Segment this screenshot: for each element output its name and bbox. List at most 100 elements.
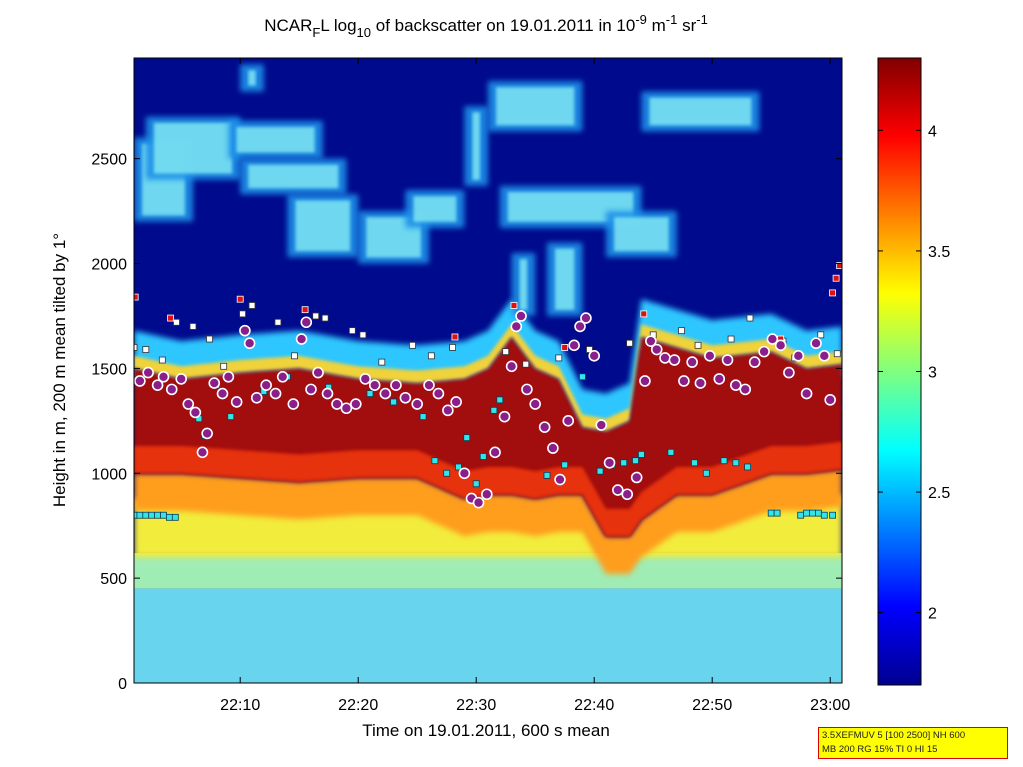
marker-circle <box>704 350 716 362</box>
upper-cloud-patch-core <box>295 200 351 252</box>
marker-circle <box>340 402 353 415</box>
marker-circle <box>189 406 202 419</box>
info-box: 3.5XEFMUV 5 [100 2500] NH 600 MB 200 RG … <box>818 727 1008 759</box>
marker-circle <box>792 350 805 362</box>
marker-white-square <box>348 327 356 335</box>
marker-circle <box>239 324 251 337</box>
x-tick-label: 22:40 <box>574 697 614 714</box>
marker-cyan-square <box>815 509 822 517</box>
marker-circle <box>321 387 334 400</box>
upper-cloud-patch-core <box>496 87 575 126</box>
marker-circle <box>201 427 213 440</box>
marker-red-square <box>451 333 459 341</box>
marker-cyan-square <box>809 509 816 517</box>
marker-cyan-square <box>490 406 498 414</box>
marker-circle <box>276 370 289 383</box>
upper-cloud-patch-core <box>519 259 528 310</box>
marker-white-square <box>502 348 510 356</box>
marker-circle <box>515 310 527 322</box>
marker-cyan-square <box>638 450 645 458</box>
marker-white-square <box>291 352 298 360</box>
marker-white-square <box>449 344 457 351</box>
marker-circle <box>295 333 308 345</box>
marker-circle <box>766 333 779 345</box>
y-tick-label: 2000 <box>91 257 127 274</box>
info-box-line1: 3.5XEFMUV 5 [100 2500] NH 600 <box>822 730 966 741</box>
marker-circle <box>547 442 559 454</box>
marker-circle <box>287 398 300 410</box>
marker-cyan-square <box>479 453 487 460</box>
marker-cyan-square <box>496 396 504 404</box>
marker-circle <box>379 387 392 400</box>
marker-circle <box>489 446 501 459</box>
marker-white-square <box>555 354 563 362</box>
marker-circle <box>208 377 221 389</box>
marker-circle <box>611 484 624 496</box>
marker-white-square <box>173 318 180 326</box>
marker-cyan-square <box>691 459 698 467</box>
marker-cyan-square <box>463 434 471 442</box>
marker-circle <box>196 446 209 459</box>
marker-cyan-square <box>596 467 604 475</box>
marker-cyan-square <box>803 509 810 517</box>
upper-cloud-patch-core <box>555 248 575 310</box>
upper-cloud-patch-core <box>472 112 480 180</box>
marker-circle <box>411 398 424 410</box>
marker-circle <box>312 366 324 379</box>
marker-cyan-square <box>620 459 628 467</box>
marker-circle <box>758 345 770 358</box>
marker-cyan-square <box>543 471 551 479</box>
marker-white-square <box>220 362 228 370</box>
x-tick-label: 22:20 <box>338 697 378 714</box>
marker-red-square <box>829 289 836 297</box>
marker-circle <box>521 383 533 396</box>
marker-cyan-square <box>148 511 156 519</box>
marker-white-square <box>321 314 329 322</box>
marker-circle <box>818 350 831 362</box>
marker-red-square <box>301 306 309 314</box>
marker-red-square <box>832 274 840 282</box>
marker-circle <box>686 356 698 368</box>
marker-circle <box>142 366 154 379</box>
marker-circle <box>260 379 272 391</box>
marker-circle <box>505 360 518 373</box>
aerosol-band-low <box>134 588 842 683</box>
marker-circle <box>721 354 734 366</box>
upper-cloud-patch-core <box>614 217 669 252</box>
marker-white-square <box>206 335 213 343</box>
marker-circle <box>222 370 235 383</box>
marker-cyan-square <box>667 448 675 456</box>
marker-white-square <box>727 335 735 343</box>
plot-frame <box>133 57 843 684</box>
x-axis-label: Time on 19.01.2011, 600 s mean <box>362 721 610 740</box>
marker-circle <box>603 456 616 469</box>
marker-red-square <box>561 344 569 351</box>
marker-white-square <box>359 331 367 339</box>
marker-cyan-square <box>390 398 398 406</box>
marker-circle <box>800 387 813 400</box>
marker-circle <box>216 387 229 400</box>
marker-circle <box>157 370 170 383</box>
marker-circle <box>810 337 822 350</box>
marker-circle <box>580 312 592 324</box>
marker-white-square <box>522 360 530 368</box>
marker-cyan-square <box>820 511 828 519</box>
marker-circle <box>331 398 343 410</box>
marker-circle <box>574 320 586 333</box>
marker-white-square <box>746 314 754 322</box>
marker-circle <box>630 471 643 484</box>
marker-cyan-square <box>767 509 775 517</box>
marker-red-square <box>134 293 139 301</box>
marker-cyan-square <box>732 459 740 467</box>
marker-circle <box>432 387 445 400</box>
marker-circle <box>510 320 523 333</box>
marker-cyan-square <box>431 457 439 465</box>
heatmap-plot <box>134 58 842 683</box>
marker-cyan-square <box>797 511 805 519</box>
marker-circle <box>165 383 178 396</box>
colorbar-ticks: 2 2.5 3 3.5 4 <box>878 123 950 623</box>
marker-cyan-square <box>165 513 173 521</box>
marker-white-square <box>239 310 246 318</box>
x-tick-label: 22:10 <box>220 697 260 714</box>
upper-cloud-patch-core <box>649 97 752 126</box>
